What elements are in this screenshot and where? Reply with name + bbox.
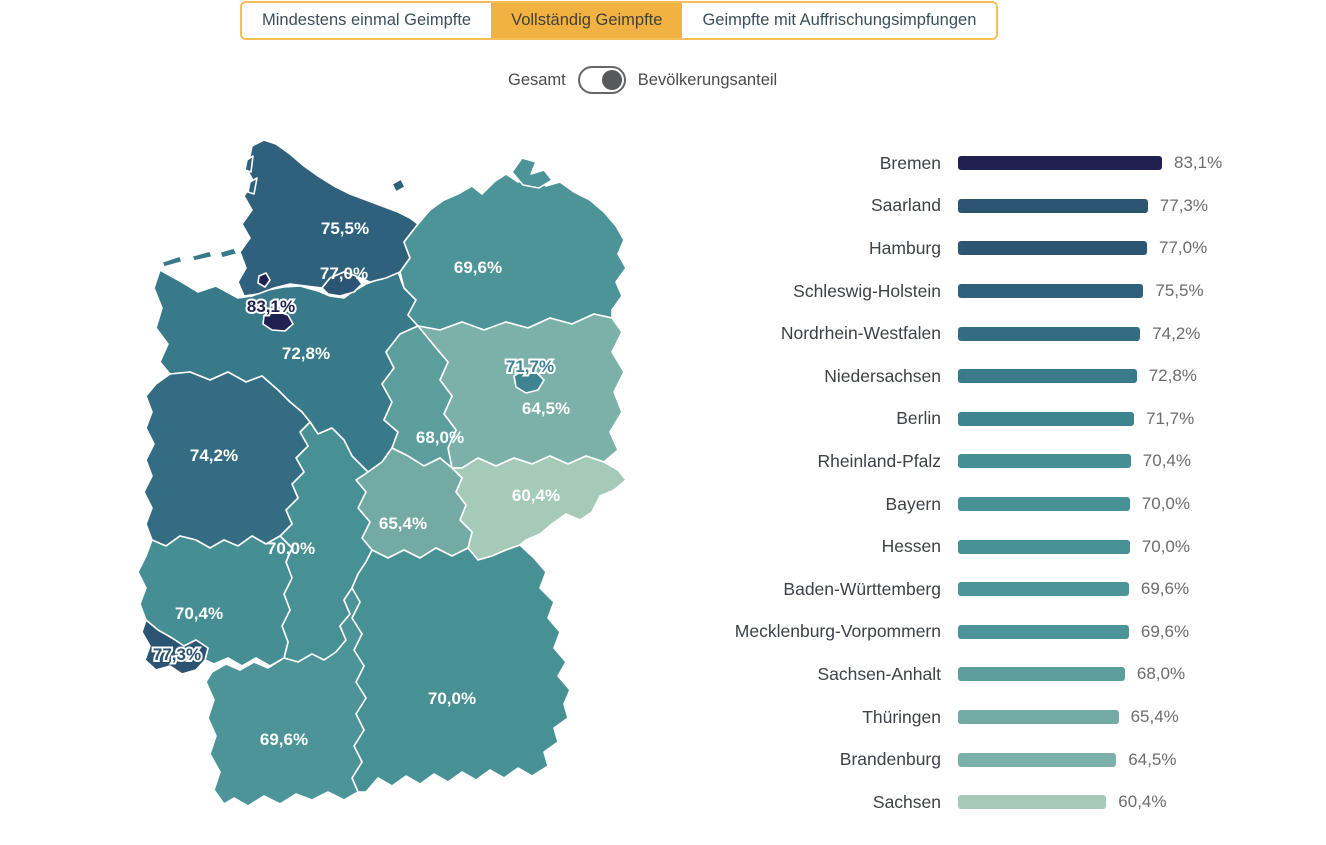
- bar-row-by: Bayern 70,0%: [700, 483, 1222, 526]
- bar-row-ni: Niedersachsen 72,8%: [700, 355, 1222, 398]
- bar-bb[interactable]: [958, 752, 1117, 767]
- bar-value-sn: 60,4%: [1118, 792, 1167, 812]
- tab-mindestens-einmal-geimpfte[interactable]: Mindestens einmal Geimpfte: [242, 3, 492, 38]
- tab-vollstaendig-geimpfte[interactable]: Vollständig Geimpfte: [491, 3, 683, 38]
- bar-value-ni: 72,8%: [1148, 366, 1197, 386]
- state-sachsen[interactable]: [451, 455, 627, 561]
- state-baden-wuerttemberg[interactable]: [205, 587, 367, 807]
- bar-label-sh: Schleswig-Holstein: [793, 280, 941, 301]
- bar-hh[interactable]: [958, 241, 1147, 256]
- bar-mv[interactable]: [958, 624, 1129, 639]
- bar-value-th: 65,4%: [1130, 707, 1179, 727]
- bar-value-mv: 69,6%: [1140, 621, 1190, 641]
- bar-label-bw: Baden-Württemberg: [783, 578, 941, 599]
- state-hamburg[interactable]: [321, 271, 363, 297]
- bar-label-st: Sachsen-Anhalt: [817, 663, 941, 684]
- tab-geimpfte-mit-auffrischungsimpfungen[interactable]: Geimpfte mit Auffrischungsimpfungen: [682, 3, 997, 38]
- state-bayern[interactable]: [351, 544, 571, 793]
- bar-th[interactable]: [958, 710, 1119, 725]
- bar-hb[interactable]: [958, 156, 1162, 171]
- island-east-frisian-3: [219, 247, 238, 259]
- bar-label-hb: Bremen: [879, 152, 941, 173]
- bar-row-bb: Brandenburg 64,5%: [700, 738, 1222, 781]
- bar-label-ni: Niedersachsen: [824, 365, 941, 386]
- bar-label-mv: Mecklenburg-Vorpommern: [734, 621, 941, 642]
- bar-ni[interactable]: [958, 369, 1137, 384]
- bar-value-hb: 83,1%: [1174, 153, 1223, 173]
- island-sylt: [244, 155, 254, 173]
- state-bar-chart: Bremen 83,1% Saarland 77,3% Hamburg 77,0% Schl…: [700, 142, 1222, 824]
- toggle-knob-icon: [601, 70, 622, 90]
- bar-label-by: Bayern: [885, 493, 941, 514]
- bar-value-by: 70,0%: [1141, 494, 1190, 514]
- bar-label-sl: Saarland: [870, 195, 941, 216]
- island-east-frisian-2: [191, 250, 213, 262]
- bar-row-nw: Nordrhein-Westfalen 74,2%: [700, 312, 1222, 355]
- bar-he[interactable]: [958, 539, 1130, 554]
- bar-row-rp: Rheinland-Pfalz 70,4%: [700, 440, 1222, 483]
- bar-label-nw: Nordrhein-Westfalen: [780, 323, 941, 344]
- bar-sn[interactable]: [958, 795, 1107, 810]
- bar-label-he: Hessen: [881, 536, 941, 557]
- bar-be[interactable]: [958, 411, 1134, 426]
- bar-row-sn: Sachsen 60,4%: [700, 781, 1222, 824]
- bar-row-sl: Saarland 77,3%: [700, 185, 1222, 228]
- state-bremen-bremerhaven[interactable]: [257, 272, 271, 288]
- bar-row-sh: Schleswig-Holstein 75,5%: [700, 270, 1222, 313]
- island-ruegen: [511, 157, 553, 189]
- bar-value-bw: 69,6%: [1140, 579, 1190, 599]
- bar-row-he: Hessen 70,0%: [700, 525, 1222, 568]
- bar-value-sh: 75,5%: [1155, 281, 1204, 301]
- island-east-frisian-1: [161, 255, 183, 268]
- bar-row-bw: Baden-Württemberg 69,6%: [700, 568, 1222, 611]
- bar-sl[interactable]: [958, 198, 1148, 213]
- bar-value-bb: 64,5%: [1128, 749, 1177, 769]
- island-amrum: [247, 177, 258, 195]
- bar-row-hh: Hamburg 77,0%: [700, 227, 1222, 270]
- bar-value-sl: 77,3%: [1159, 195, 1208, 215]
- bar-row-mv: Mecklenburg-Vorpommern 69,6%: [700, 611, 1222, 654]
- bar-sh[interactable]: [958, 284, 1144, 299]
- bar-label-th: Thüringen: [862, 706, 941, 727]
- bar-by[interactable]: [958, 497, 1130, 512]
- display-mode-toggle-row: Gesamt Bevölkerungsanteil: [508, 64, 777, 96]
- bar-row-th: Thüringen 65,4%: [700, 696, 1222, 739]
- state-saarland[interactable]: [141, 619, 209, 675]
- bar-label-sn: Sachsen: [872, 791, 941, 812]
- bar-rp[interactable]: [958, 454, 1131, 469]
- bar-label-hh: Hamburg: [869, 237, 941, 258]
- bar-row-be: Berlin 71,7%: [700, 398, 1222, 441]
- bar-st[interactable]: [958, 667, 1125, 682]
- bar-row-st: Sachsen-Anhalt 68,0%: [700, 653, 1222, 696]
- bar-value-nw: 74,2%: [1152, 323, 1201, 343]
- bar-value-st: 68,0%: [1136, 664, 1186, 684]
- state-nordrhein-westfalen[interactable]: [143, 371, 311, 549]
- tab-bar: Mindestens einmal Geimpfte Vollständig G…: [240, 1, 999, 40]
- bar-label-be: Berlin: [896, 408, 941, 429]
- bar-value-be: 71,7%: [1146, 408, 1195, 428]
- bar-value-rp: 70,4%: [1142, 451, 1191, 471]
- bar-row-hb: Bremen 83,1%: [700, 142, 1222, 185]
- state-bremen[interactable]: [262, 310, 294, 332]
- bar-label-rp: Rheinland-Pfalz: [817, 450, 941, 471]
- toggle-right-label: Bevölkerungsanteil: [637, 70, 778, 89]
- state-berlin[interactable]: [513, 369, 545, 394]
- island-fehmarn: [391, 178, 406, 193]
- toggle-left-label: Gesamt: [508, 70, 566, 89]
- bar-nw[interactable]: [958, 326, 1141, 341]
- bar-bw[interactable]: [958, 582, 1129, 597]
- state-rheinland-pfalz[interactable]: [137, 535, 293, 667]
- gesamt-bevoelkerungsanteil-toggle[interactable]: [577, 66, 626, 94]
- state-mecklenburg-vorpommern[interactable]: [399, 173, 627, 331]
- bar-label-bb: Brandenburg: [839, 749, 941, 770]
- bar-value-he: 70,0%: [1141, 536, 1190, 556]
- bar-value-hh: 77,0%: [1159, 238, 1208, 258]
